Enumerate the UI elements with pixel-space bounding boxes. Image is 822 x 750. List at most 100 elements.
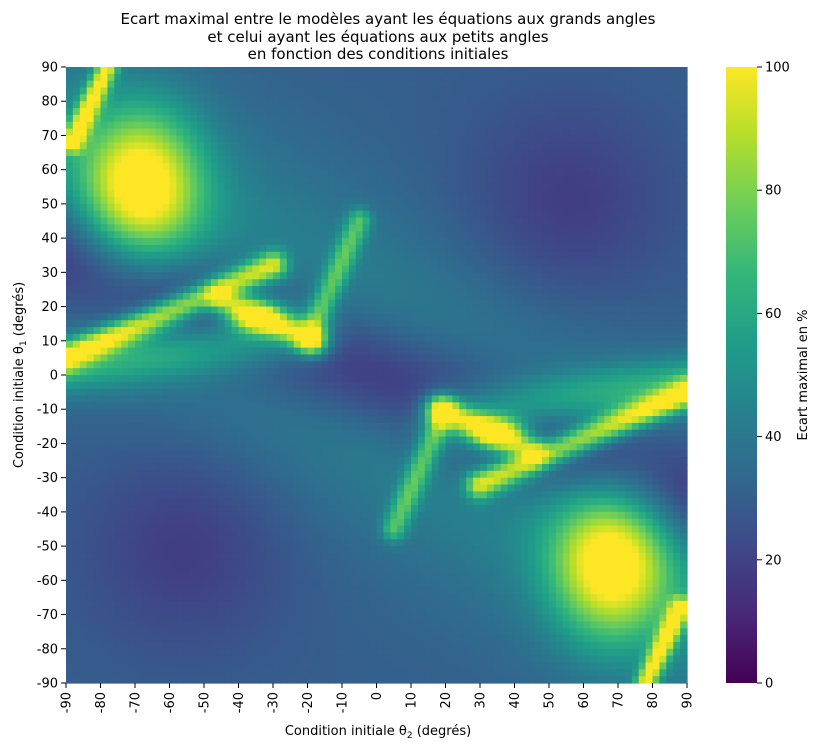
heatmap-cell bbox=[431, 169, 440, 178]
heatmap-cell bbox=[562, 320, 571, 328]
heatmap-cell bbox=[238, 217, 246, 226]
heatmap-cell bbox=[328, 94, 336, 102]
heatmap-cell bbox=[121, 176, 129, 184]
heatmap-cell bbox=[135, 402, 143, 410]
heatmap-cell bbox=[100, 224, 108, 232]
heatmap-cell bbox=[569, 429, 578, 438]
heatmap-cell bbox=[273, 272, 281, 280]
heatmap-cell bbox=[245, 135, 253, 143]
heatmap-cell bbox=[431, 368, 440, 376]
heatmap-cell bbox=[114, 429, 122, 438]
heatmap-cell bbox=[514, 176, 522, 184]
heatmap-cell bbox=[197, 94, 205, 102]
heatmap-cell bbox=[245, 142, 253, 150]
heatmap-cell bbox=[141, 327, 150, 335]
heatmap-cell bbox=[273, 203, 281, 212]
heatmap-cell bbox=[328, 354, 336, 362]
heatmap-cell bbox=[500, 265, 509, 273]
heatmap-cell bbox=[411, 244, 419, 253]
heatmap-cell bbox=[135, 183, 143, 191]
heatmap-cell bbox=[438, 176, 447, 184]
heatmap-cell bbox=[638, 279, 647, 287]
heatmap-cell bbox=[659, 347, 667, 356]
heatmap-cell bbox=[514, 286, 522, 294]
heatmap-cell bbox=[597, 203, 605, 212]
heatmap-cell bbox=[390, 101, 398, 109]
heatmap-cell bbox=[438, 381, 447, 390]
heatmap-cell bbox=[107, 292, 115, 301]
heatmap-cell bbox=[314, 231, 322, 239]
heatmap-cell bbox=[342, 416, 350, 424]
heatmap-cell bbox=[507, 258, 516, 267]
heatmap-cell bbox=[314, 354, 322, 362]
heatmap-cell bbox=[238, 368, 246, 376]
heatmap-cell bbox=[369, 87, 378, 95]
heatmap-cell bbox=[431, 231, 440, 239]
heatmap-cell bbox=[604, 121, 612, 130]
heatmap-cell bbox=[631, 258, 640, 267]
heatmap-cell bbox=[307, 395, 315, 403]
heatmap-cell bbox=[535, 388, 543, 397]
heatmap-cell bbox=[542, 409, 550, 417]
heatmap-cell bbox=[355, 73, 364, 82]
heatmap-cell bbox=[114, 368, 122, 376]
heatmap-cell bbox=[562, 375, 571, 383]
heatmap-cell bbox=[217, 292, 226, 301]
heatmap-cell bbox=[293, 388, 302, 397]
heatmap-cell bbox=[376, 354, 384, 362]
heatmap-cell bbox=[411, 402, 419, 410]
heatmap-cell bbox=[459, 409, 467, 417]
heatmap-cell bbox=[72, 443, 81, 451]
heatmap-cell bbox=[273, 142, 281, 150]
heatmap-cell bbox=[328, 361, 336, 369]
heatmap-cell bbox=[507, 121, 516, 130]
heatmap-cell bbox=[459, 340, 467, 349]
heatmap-cell bbox=[514, 388, 522, 397]
heatmap-cell bbox=[231, 183, 240, 191]
heatmap-cell bbox=[135, 436, 143, 445]
heatmap-cell bbox=[452, 402, 460, 410]
heatmap-cell bbox=[141, 436, 150, 445]
heatmap-cell bbox=[135, 169, 143, 178]
heatmap-cell bbox=[148, 114, 157, 123]
heatmap-cell bbox=[424, 251, 433, 260]
heatmap-cell bbox=[631, 135, 640, 143]
heatmap-cell bbox=[376, 162, 384, 171]
heatmap-cell bbox=[321, 388, 329, 397]
heatmap-cell bbox=[204, 258, 212, 267]
heatmap-cell bbox=[231, 292, 240, 301]
heatmap-cell bbox=[72, 258, 81, 267]
heatmap-cell bbox=[369, 224, 378, 232]
heatmap-cell bbox=[307, 224, 315, 232]
heatmap-cell bbox=[535, 251, 543, 260]
heatmap-cell bbox=[417, 368, 426, 376]
heatmap-cell bbox=[231, 286, 240, 294]
heatmap-cell bbox=[314, 121, 322, 130]
heatmap-cell bbox=[562, 313, 571, 321]
heatmap-cell bbox=[155, 333, 164, 342]
heatmap-cell bbox=[141, 395, 150, 403]
heatmap-cell bbox=[528, 395, 536, 403]
heatmap-cell bbox=[652, 176, 660, 184]
heatmap-cell bbox=[266, 231, 274, 239]
heatmap-cell bbox=[631, 279, 640, 287]
heatmap-cell bbox=[549, 265, 557, 273]
heatmap-cell bbox=[521, 149, 529, 157]
heatmap-cell bbox=[135, 354, 143, 362]
heatmap-cell bbox=[169, 80, 177, 89]
heatmap-cell bbox=[114, 142, 122, 150]
heatmap-cell bbox=[417, 121, 426, 130]
heatmap-cell bbox=[293, 231, 302, 239]
heatmap-cell bbox=[542, 306, 550, 314]
heatmap-cell bbox=[486, 197, 495, 205]
heatmap-cell bbox=[390, 409, 398, 417]
heatmap-cell bbox=[231, 217, 240, 226]
heatmap-cell bbox=[348, 114, 357, 123]
heatmap-cell bbox=[500, 231, 509, 239]
heatmap-cell bbox=[611, 121, 619, 130]
heatmap-cell bbox=[279, 217, 288, 226]
heatmap-cell bbox=[169, 121, 177, 130]
heatmap-cell bbox=[183, 320, 191, 328]
heatmap-cell bbox=[486, 272, 495, 280]
heatmap-cell bbox=[424, 135, 433, 143]
